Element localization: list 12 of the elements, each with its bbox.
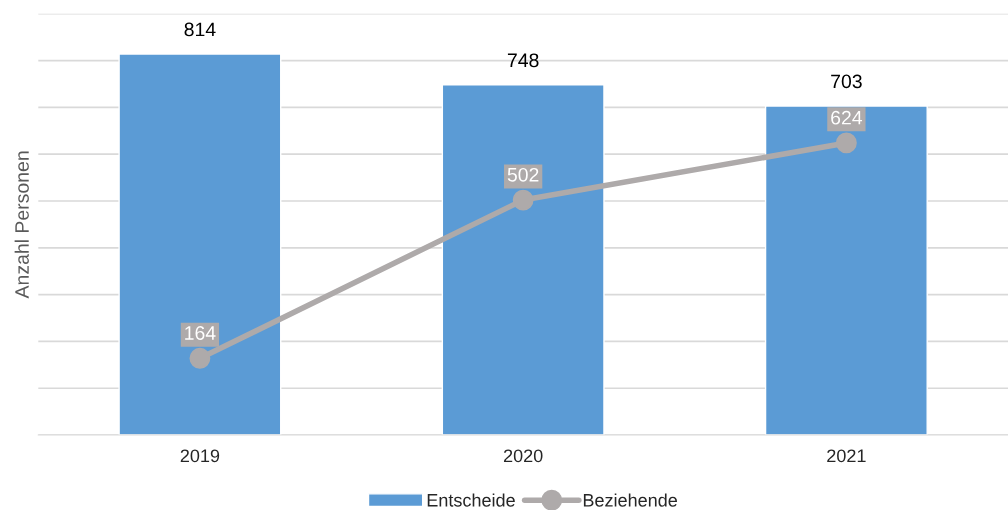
y-axis-title: Anzahl Personen [14, 151, 29, 299]
data-label: 502 [507, 167, 539, 182]
data-label: 748 [507, 53, 539, 68]
legend-label: Beziehende [583, 493, 677, 507]
data-label: 624 [831, 110, 863, 125]
legend-label: Entscheide [427, 493, 515, 507]
x-tick-label: 2019 [180, 449, 220, 463]
data-label: 703 [831, 74, 862, 89]
data-label: 164 [185, 326, 216, 340]
x-tick-label: 2021 [827, 449, 866, 463]
data-label: 814 [184, 22, 216, 37]
x-tick-label: 2020 [503, 449, 543, 463]
